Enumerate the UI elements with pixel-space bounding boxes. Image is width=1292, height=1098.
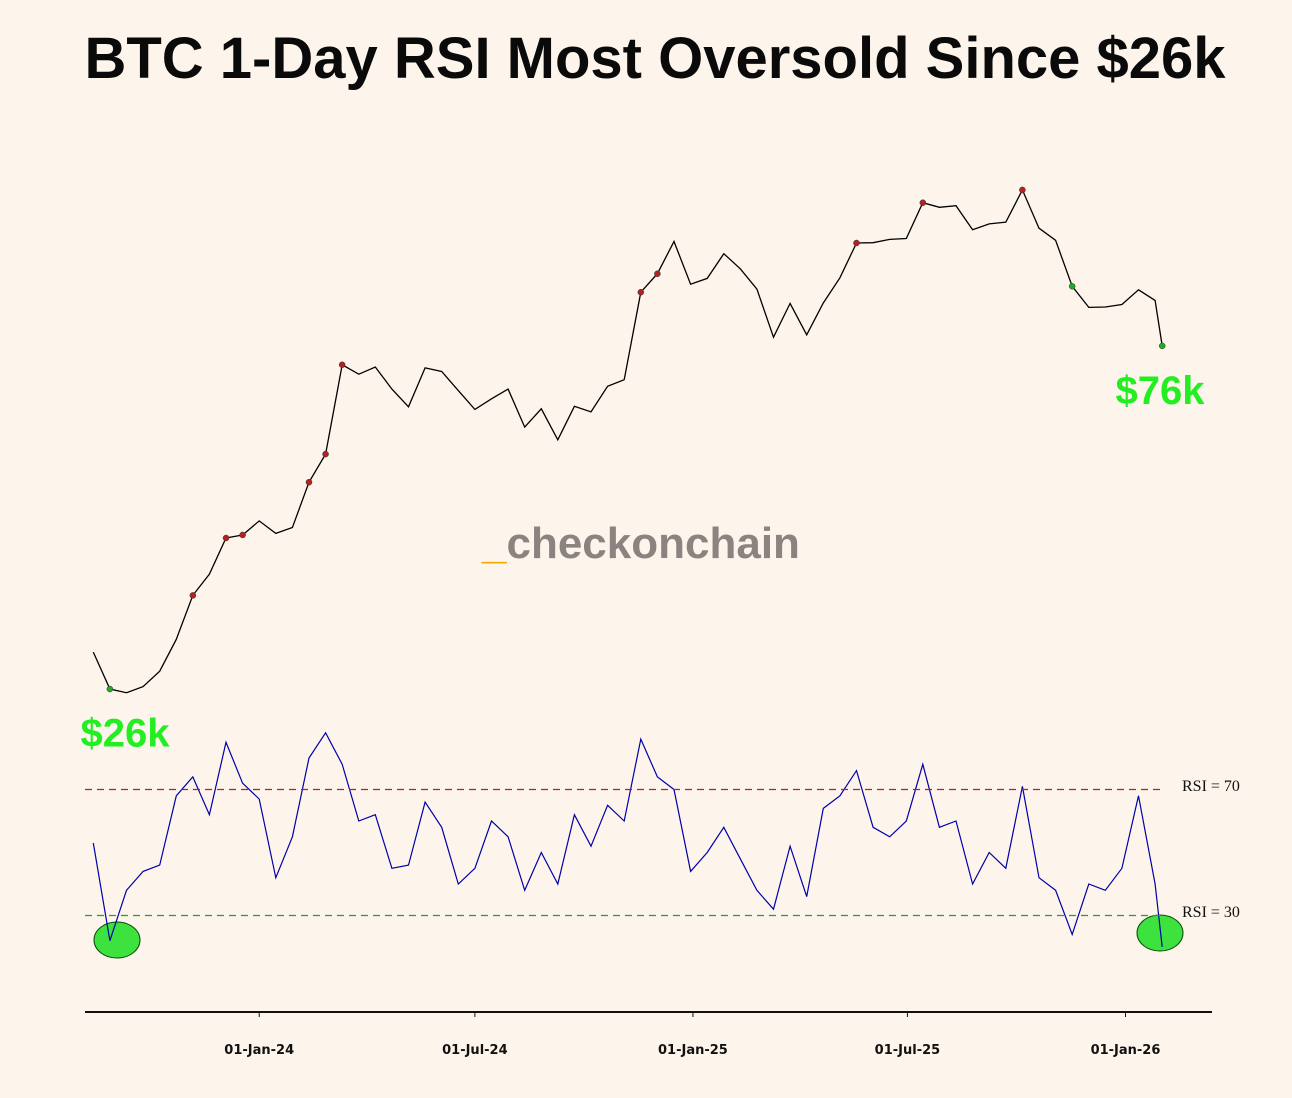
price-annotation: $26k (81, 711, 171, 755)
price-line (92, 188, 1163, 694)
x-tick-label: 01-Jul-25 (875, 1043, 941, 1058)
watermark-underscore: _ (481, 519, 507, 568)
reference-label: RSI = 70 (1182, 778, 1240, 795)
signal-dot (1019, 186, 1026, 194)
x-tick-label: 01-Jan-24 (224, 1043, 294, 1058)
signal-dot (305, 478, 313, 486)
highlight-circle (93, 921, 141, 959)
signal-dot (106, 685, 114, 693)
signal-dot (222, 534, 230, 542)
signal-dot (654, 270, 661, 277)
signal-dot (1158, 342, 1166, 350)
x-tick-label: 01-Jan-25 (658, 1043, 728, 1058)
signal-dot (189, 592, 197, 599)
highlight-circle (1136, 914, 1184, 952)
rsi-line (92, 731, 1163, 948)
signal-dot (338, 361, 346, 369)
signal-dot (637, 288, 645, 296)
chart-title: BTC 1-Day RSI Most Oversold Since $26k (84, 26, 1226, 91)
signal-dot (853, 239, 860, 247)
x-tick-label: 01-Jul-24 (442, 1043, 508, 1058)
signal-dot (239, 531, 246, 539)
price-annotation: $76k (1116, 369, 1206, 413)
signal-dot (322, 450, 329, 458)
signal-dot (1068, 283, 1076, 290)
signal-dot (919, 199, 927, 206)
reference-label: RSI = 30 (1182, 904, 1240, 921)
watermark-text: checkonchain (506, 519, 799, 568)
watermark: _checkonchain (481, 519, 800, 568)
x-tick-label: 01-Jan-26 (1091, 1043, 1161, 1058)
